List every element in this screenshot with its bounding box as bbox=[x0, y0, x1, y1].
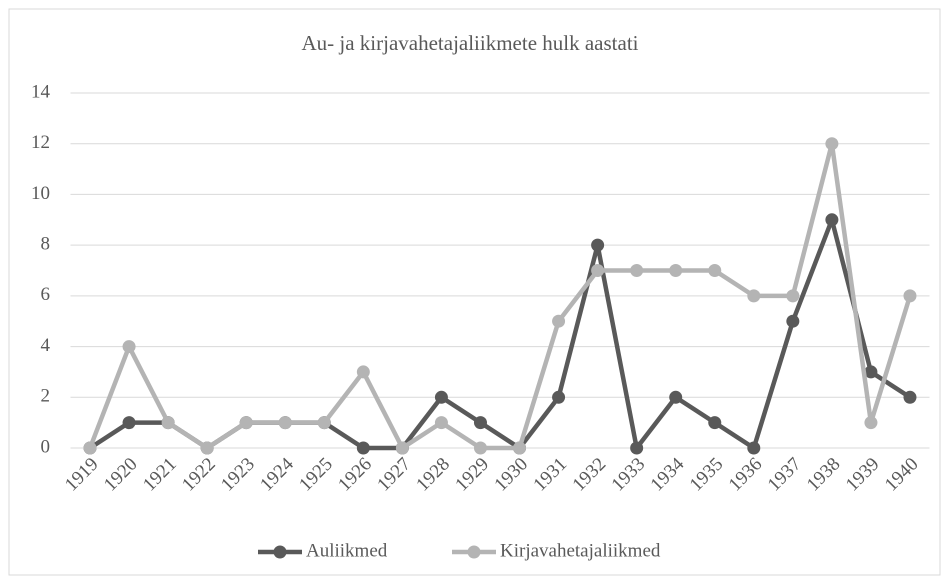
y-tick-label: 8 bbox=[41, 234, 51, 255]
y-tick-label: 0 bbox=[41, 436, 51, 457]
series-marker bbox=[317, 416, 331, 430]
series-marker bbox=[825, 213, 839, 227]
series-marker bbox=[278, 416, 292, 430]
y-tick-label: 14 bbox=[31, 81, 51, 102]
series-marker bbox=[513, 441, 527, 455]
series-marker bbox=[747, 441, 761, 455]
series-marker bbox=[552, 314, 566, 328]
series-marker bbox=[356, 365, 370, 379]
y-tick-label: 4 bbox=[41, 335, 51, 356]
series-marker bbox=[630, 441, 644, 455]
series-marker bbox=[903, 390, 917, 404]
series-marker bbox=[552, 390, 566, 404]
series-marker bbox=[669, 390, 683, 404]
series-marker bbox=[122, 416, 136, 430]
series-marker bbox=[864, 365, 878, 379]
series-marker bbox=[395, 441, 409, 455]
series-marker bbox=[434, 390, 448, 404]
series-marker bbox=[669, 264, 683, 277]
y-tick-label: 6 bbox=[41, 284, 51, 305]
series-marker bbox=[630, 264, 644, 277]
series-marker bbox=[473, 441, 487, 455]
chart-border bbox=[8, 8, 941, 576]
series-marker bbox=[239, 416, 253, 430]
series-marker bbox=[83, 441, 97, 455]
series-marker bbox=[434, 416, 448, 430]
series-marker bbox=[864, 416, 878, 430]
series-marker bbox=[903, 289, 917, 303]
legend-marker bbox=[467, 545, 481, 559]
legend-label: Auliikmed bbox=[306, 540, 388, 561]
series-marker bbox=[473, 416, 487, 430]
series-marker bbox=[786, 289, 800, 303]
y-tick-label: 10 bbox=[31, 183, 50, 204]
series-marker bbox=[591, 238, 605, 252]
legend-label: Kirjavahetajaliikmed bbox=[500, 540, 661, 561]
series-marker bbox=[200, 441, 214, 455]
series-marker bbox=[747, 289, 761, 303]
series-marker bbox=[708, 264, 722, 277]
series-marker bbox=[786, 314, 800, 328]
series-marker bbox=[825, 137, 839, 151]
series-marker bbox=[708, 416, 722, 430]
series-marker bbox=[161, 416, 175, 430]
series-marker bbox=[591, 264, 605, 277]
y-tick-label: 2 bbox=[41, 386, 51, 407]
y-tick-label: 12 bbox=[31, 132, 50, 153]
legend-marker bbox=[273, 545, 287, 559]
series-marker bbox=[122, 340, 136, 354]
chart-title: Au- ja kirjavahetajaliikmete hulk aastat… bbox=[301, 31, 638, 55]
series-marker bbox=[356, 441, 370, 455]
series-line bbox=[87, 141, 913, 451]
